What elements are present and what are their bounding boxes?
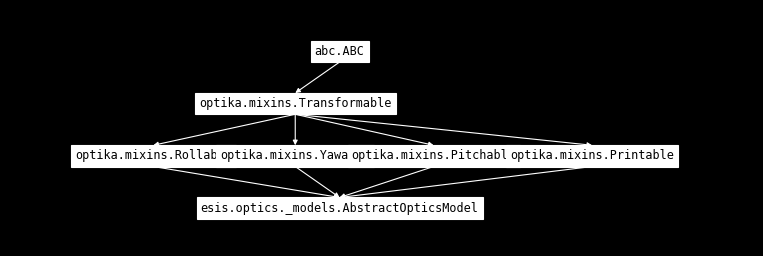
Text: abc.ABC: abc.ABC — [314, 45, 365, 58]
Text: optika.mixins.Yawable: optika.mixins.Yawable — [221, 150, 370, 162]
Text: optika.mixins.Rollable: optika.mixins.Rollable — [75, 150, 232, 162]
Text: esis.optics._models.AbstractOpticsModel: esis.optics._models.AbstractOpticsModel — [201, 202, 478, 215]
Text: optika.mixins.Transformable: optika.mixins.Transformable — [199, 97, 391, 110]
Text: optika.mixins.Printable: optika.mixins.Printable — [510, 150, 674, 162]
Text: optika.mixins.Pitchable: optika.mixins.Pitchable — [352, 150, 516, 162]
